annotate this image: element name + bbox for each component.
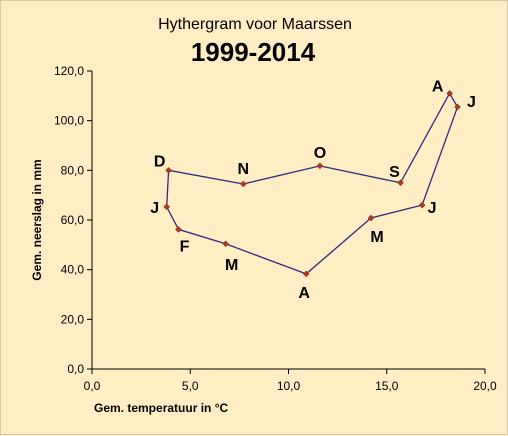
data-point: [397, 179, 404, 187]
data-point: [222, 240, 229, 248]
month-label: J: [467, 94, 476, 111]
data-point: [163, 203, 171, 211]
month-label: A: [298, 285, 310, 302]
x-tick-label: 10,0: [277, 379, 301, 393]
y-tick-label: 120,0: [54, 64, 84, 78]
data-point: [302, 270, 310, 278]
series-line: [166, 91, 459, 275]
x-tick-label: 0,0: [84, 379, 101, 393]
y-tick-label: 60,0: [61, 213, 85, 227]
month-label: A: [432, 78, 444, 95]
axes: 0,0 20,0 40,0 60,0 80,0 100,0 120,0 0,0 5,0 10,0 1…: [54, 64, 497, 393]
markers: [163, 89, 461, 278]
y-tick-label: 100,0: [54, 114, 84, 128]
y-tick-label: 20,0: [61, 312, 85, 326]
data-point: [239, 180, 247, 188]
data-point: [454, 103, 461, 111]
data-point: [165, 166, 172, 174]
x-tick-label: 5,0: [182, 379, 199, 393]
x-axis-title: Gem. temperatuur in °C: [94, 401, 228, 415]
data-point: [367, 214, 375, 222]
month-label: M: [370, 229, 383, 246]
data-point: [418, 201, 426, 209]
data-point: [446, 89, 453, 97]
y-tick-label: 80,0: [61, 163, 85, 177]
data-point: [316, 162, 324, 170]
month-labels: J F M A M J J A S O N D: [150, 78, 476, 302]
y-tick-label: 0,0: [67, 362, 84, 376]
y-tick-label: 40,0: [61, 263, 85, 277]
month-label: J: [428, 200, 437, 217]
chart-subtitle: 1999-2014: [191, 37, 316, 67]
data-point: [175, 226, 182, 233]
month-label: S: [389, 164, 400, 181]
month-label: N: [238, 161, 250, 178]
series-path: [166, 91, 459, 275]
month-label: D: [154, 153, 166, 170]
x-tick-label: 15,0: [375, 379, 399, 393]
chart-title: Hythergram voor Maarssen: [158, 16, 352, 33]
month-label: F: [180, 238, 190, 255]
x-tick-label: 20,0: [473, 379, 497, 393]
y-axis-title: Gem. neerslag in mm: [30, 159, 44, 280]
month-label: M: [225, 257, 238, 274]
month-label: J: [150, 200, 159, 217]
month-label: O: [314, 145, 326, 162]
